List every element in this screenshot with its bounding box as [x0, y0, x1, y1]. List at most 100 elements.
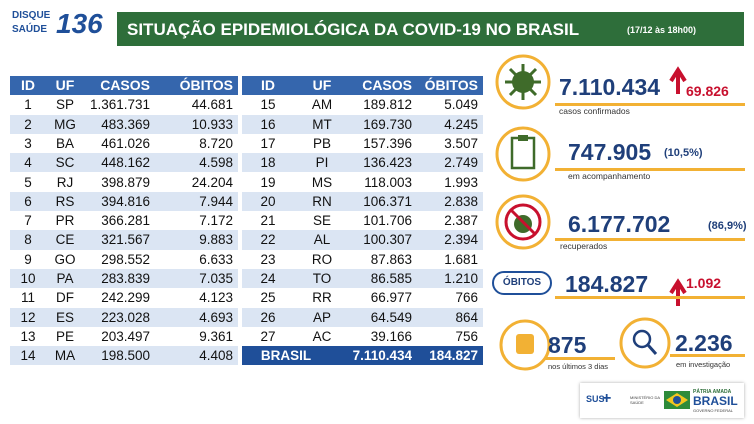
- table-row: 8 CE 321.567 9.883: [10, 230, 238, 250]
- flag: [664, 391, 690, 409]
- table-cell: 1.681: [444, 251, 478, 267]
- table-cell: 21: [260, 213, 276, 229]
- table-cell: 44.681: [191, 97, 233, 113]
- table-cell: PA: [56, 271, 74, 286]
- logo: DISQUE SAÚDE 136: [10, 8, 110, 42]
- table-row: 2 MG 483.369 10.933: [10, 114, 238, 134]
- table-cell: 27: [260, 328, 276, 344]
- header-cell: UF: [55, 77, 75, 93]
- total-row: BRASIL 7.110.434 184.827: [242, 346, 483, 366]
- table-row: 16 MT 169.730 4.245: [242, 114, 483, 134]
- table-cell: 461.026: [101, 135, 150, 151]
- table-cell: 19: [260, 174, 276, 190]
- header-row: ID UF CASOS ÓBITOS: [10, 76, 238, 96]
- table-cell: 4.245: [444, 116, 478, 132]
- logo-number: 136: [56, 8, 103, 39]
- table-cell: 223.028: [101, 309, 150, 325]
- recovered-value: 6.177.702: [568, 211, 671, 237]
- table-cell: 7: [24, 213, 32, 229]
- table-cell: RR: [312, 290, 332, 306]
- table-row: 13 PE 203.497 9.361: [10, 327, 238, 346]
- table-cell: 7.172: [199, 213, 233, 229]
- table-cell: 13: [20, 328, 36, 344]
- table-cell: 2: [24, 116, 32, 132]
- table-cell: 366.281: [101, 213, 150, 229]
- table-cell: 16: [260, 116, 276, 132]
- table-cell: RJ: [56, 174, 74, 190]
- table-cell: CE: [55, 232, 75, 248]
- table-cell: AC: [312, 328, 332, 344]
- table-cell: PB: [312, 135, 331, 151]
- table-cell: 4.598: [199, 155, 233, 171]
- table-cell: 9.361: [199, 328, 233, 344]
- sus-logo: SUS: [586, 394, 605, 404]
- table-row: 15 AM 189.812 5.049: [242, 95, 483, 114]
- table-cell: 6.633: [199, 251, 233, 267]
- table-cell: 118.003: [364, 174, 412, 190]
- table-cell: 756: [455, 328, 478, 344]
- stat-icons: [492, 54, 687, 371]
- table-cell: 10.933: [191, 116, 233, 132]
- table-cell: 2.749: [444, 155, 478, 171]
- table-row: 20 RN 106.371 2.838: [242, 191, 483, 212]
- table-row: 5 RJ 398.879 24.204: [10, 173, 238, 192]
- table-cell: 5.049: [444, 97, 478, 113]
- table-cell: 4: [24, 155, 32, 171]
- table-row: 4 SC 448.162 4.598: [10, 153, 238, 173]
- table-row: 19 MS 118.003 1.993: [242, 173, 483, 192]
- table-cell: 106.371: [363, 193, 412, 209]
- header-cell: CASOS: [362, 77, 412, 93]
- motto: PÁTRIA AMADA: [693, 389, 732, 395]
- cases-value: 7.110.434: [559, 74, 661, 100]
- table-cell: 10: [20, 271, 36, 286]
- table-cell: SE: [312, 213, 331, 229]
- table-row: 24 TO 86.585 1.210: [242, 269, 483, 289]
- table-row: 18 PI 136.423 2.749: [242, 153, 483, 173]
- date: (17/12 às 18h00): [627, 25, 697, 35]
- underline: [555, 296, 745, 299]
- underline: [545, 357, 615, 360]
- table-cell: 14: [20, 348, 36, 364]
- investigation-label: em investigação: [676, 360, 731, 369]
- table-cell: 9: [24, 251, 32, 267]
- table-cell: 8.720: [199, 135, 233, 151]
- table-cell: 2.394: [444, 232, 478, 248]
- table-cell: 5: [24, 174, 32, 190]
- last-days-value: 875: [548, 332, 587, 358]
- table-row: 26 AP 64.549 864: [242, 307, 483, 327]
- table-row: 22 AL 100.307 2.394: [242, 230, 483, 250]
- table-row: 23 RO 87.863 1.681: [242, 250, 483, 269]
- table-row: 11 DF 242.299 4.123: [10, 288, 238, 307]
- table-row: 7 PR 366.281 7.172: [10, 211, 238, 230]
- table-row: 9 GO 298.552 6.633: [10, 250, 238, 269]
- underline: [555, 103, 745, 106]
- table-cell: 24: [260, 271, 276, 286]
- table-cell: 3: [24, 135, 32, 151]
- table-cell: 1.993: [444, 174, 478, 190]
- table-cell: PR: [55, 213, 75, 229]
- table-cell: 20: [260, 193, 276, 209]
- table-cell: 157.396: [363, 135, 412, 151]
- last-days-label: nos últimos 3 dias: [548, 362, 609, 371]
- table-cell: GO: [54, 251, 76, 267]
- table-cell: 136.423: [363, 155, 412, 171]
- underline: [670, 354, 745, 357]
- table-row: 17 PB 157.396 3.507: [242, 134, 483, 153]
- table-cell: 87.863: [370, 251, 412, 267]
- header-cell: ID: [261, 77, 275, 93]
- table-cell: 203.497: [101, 328, 150, 344]
- table-cell: 39.166: [370, 328, 412, 344]
- table-cell: 483.369: [101, 116, 150, 132]
- table-cell: 101.706: [363, 213, 412, 229]
- table-cell: 2.387: [444, 213, 478, 229]
- table-cell: 66.977: [370, 290, 412, 306]
- table-cell: 242.299: [101, 290, 150, 306]
- table-row: 1 SP 1.361.731 44.681: [10, 95, 238, 114]
- cases-label: casos confirmados: [559, 106, 630, 116]
- header-cell: CASOS: [100, 77, 150, 93]
- monitoring-percent: (10,5%): [664, 147, 703, 159]
- table-cell: AL: [313, 232, 331, 248]
- table-cell: 1.361.731: [89, 97, 150, 113]
- table-cell: 394.816: [101, 193, 150, 209]
